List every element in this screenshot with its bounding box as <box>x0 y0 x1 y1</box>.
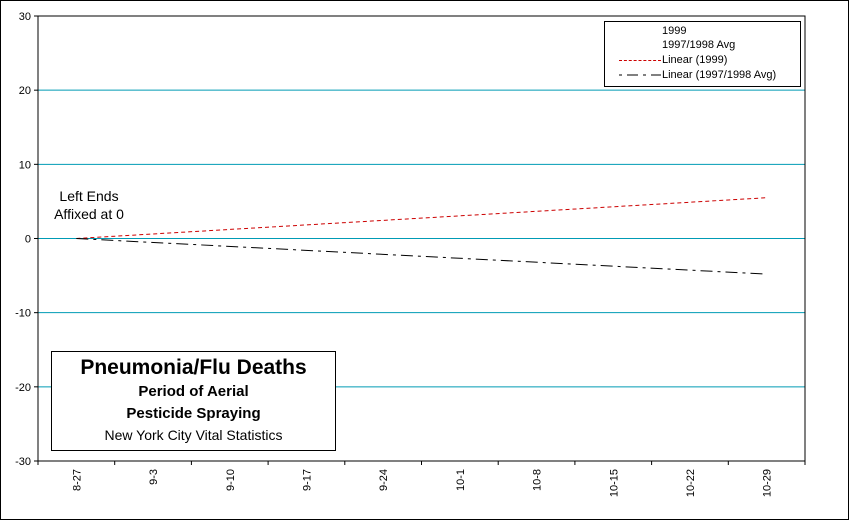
x-tick-label: 10-29 <box>762 469 774 497</box>
annotation-left-ends: Left Ends Affixed at 0 <box>49 187 129 223</box>
x-tick-label: 10-1 <box>455 469 467 491</box>
x-tick-label: 9-3 <box>148 469 160 485</box>
x-tick-label: 10-8 <box>532 469 544 491</box>
annotation-line: Affixed at 0 <box>54 206 124 222</box>
chart-source: New York City Vital Statistics <box>104 427 283 443</box>
legend-label: 1997/1998 Avg <box>662 39 736 51</box>
legend-label: Linear (1999) <box>662 54 728 66</box>
x-tick-label: 9-17 <box>301 469 313 491</box>
y-tick-label: -10 <box>15 308 31 320</box>
x-tick-label: 10-22 <box>685 469 697 497</box>
x-tick-label: 9-10 <box>225 469 237 491</box>
y-tick-label: -20 <box>15 382 31 394</box>
legend-swatch-black-dashdot <box>619 74 661 76</box>
chart-subtitle-line: Pesticide Spraying <box>126 405 261 422</box>
y-tick-label: 20 <box>19 85 31 97</box>
annotation-line: Left Ends <box>59 188 119 204</box>
legend-swatch-red-dashed <box>619 60 661 61</box>
y-tick-label: 0 <box>25 234 31 246</box>
chart-title: Pneumonia/Flu Deaths <box>80 356 307 379</box>
x-tick-label: 8-27 <box>71 469 83 491</box>
series-line <box>76 238 767 275</box>
legend-label: 1999 <box>662 25 687 37</box>
y-tick-label: 30 <box>19 11 31 23</box>
x-tick-label: 10-15 <box>608 469 620 497</box>
legend: 1999 1997/1998 Avg Linear (1999) Linear … <box>604 21 801 87</box>
legend-label: Linear (1997/1998 Avg) <box>662 69 777 81</box>
y-tick-label: 10 <box>19 159 31 171</box>
x-tick-label: 9-24 <box>378 469 390 491</box>
series-line <box>76 197 767 239</box>
y-tick-label: -30 <box>15 456 31 468</box>
chart-title-box: Pneumonia/Flu Deaths Period of Aerial Pe… <box>51 351 336 451</box>
chart-subtitle-line: Period of Aerial <box>138 383 249 400</box>
